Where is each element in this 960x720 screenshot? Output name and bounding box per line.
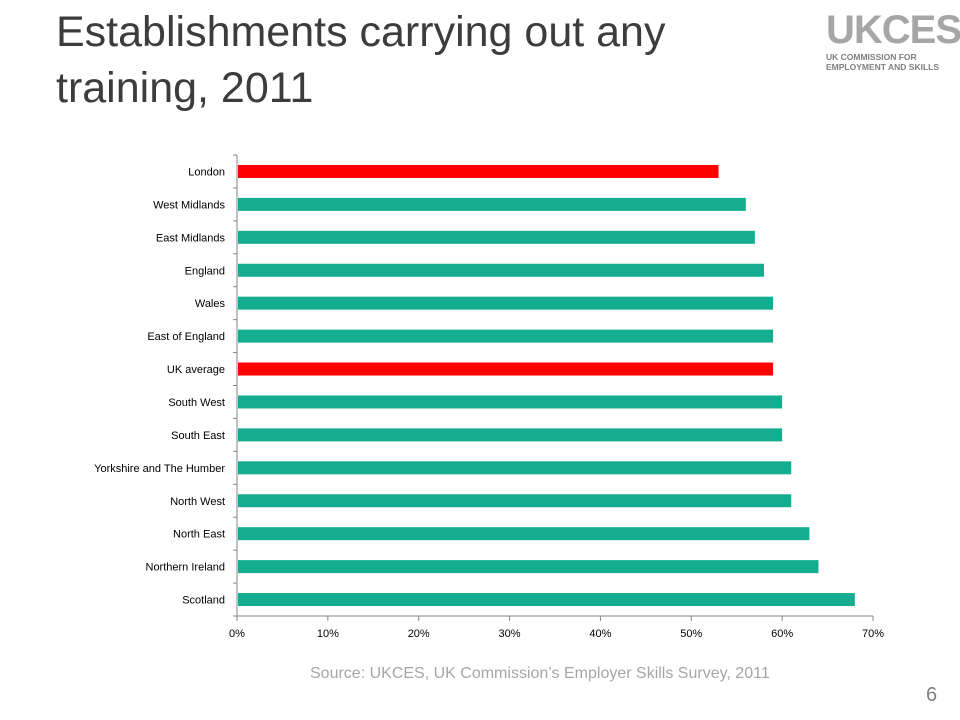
category-label: West Midlands xyxy=(153,199,225,211)
category-label: England xyxy=(185,265,225,277)
bar-scotland xyxy=(238,593,855,607)
category-label: Wales xyxy=(195,298,226,310)
category-label: South East xyxy=(171,430,225,442)
category-label: South West xyxy=(168,397,225,409)
bar-north-west xyxy=(238,494,792,508)
bar-wales xyxy=(238,296,774,310)
x-tick-label: 10% xyxy=(317,628,339,640)
category-label: Northern Ireland xyxy=(146,562,226,574)
slide-title: Establishments carrying out any training… xyxy=(56,8,666,112)
category-label: London xyxy=(188,166,225,178)
category-label: Scotland xyxy=(182,595,225,607)
bar-london xyxy=(238,164,719,178)
bar-north-east xyxy=(238,527,810,541)
x-tick-label: 60% xyxy=(771,628,793,640)
x-tick-label: 30% xyxy=(499,628,521,640)
ukces-logo: UKCES UK COMMISSION FOR EMPLOYMENT AND S… xyxy=(826,8,960,72)
bar-south-west xyxy=(238,395,783,409)
x-tick-label: 20% xyxy=(408,628,430,640)
bar-east-of-england xyxy=(238,329,774,343)
x-tick-label: 70% xyxy=(862,628,884,640)
bar-east-midlands xyxy=(238,230,755,244)
category-label: North West xyxy=(170,496,225,508)
bar-chart: 0% 10% 20% 30% 40% 50% 60% 70% London West Midlan… xyxy=(94,154,884,640)
category-label: East of England xyxy=(147,331,225,343)
x-tick-label: 40% xyxy=(589,628,611,640)
category-label: North East xyxy=(173,529,225,541)
category-label: UK average xyxy=(167,364,225,376)
bar-yorkshire-and-the-humber xyxy=(238,461,792,475)
bar-northern-ireland xyxy=(238,560,819,574)
logo-subtitle-line-2: EMPLOYMENT AND SKILLS xyxy=(826,62,940,72)
logo-wordmark: UKCES xyxy=(826,8,960,52)
category-label: Yorkshire and The Humber xyxy=(94,463,225,475)
bar-west-midlands xyxy=(238,197,746,211)
x-tick-label: 50% xyxy=(680,628,702,640)
bar-england xyxy=(238,263,764,277)
bar-uk-average xyxy=(238,362,774,376)
bar-south-east xyxy=(238,428,783,442)
logo-subtitle-line-1: UK COMMISSION FOR xyxy=(826,52,917,62)
page-number: 6 xyxy=(926,684,938,706)
category-label: East Midlands xyxy=(156,232,226,244)
source-note: Source: UKCES, UK Commission’s Employer … xyxy=(310,665,770,682)
x-tick-label: 0% xyxy=(229,628,245,640)
